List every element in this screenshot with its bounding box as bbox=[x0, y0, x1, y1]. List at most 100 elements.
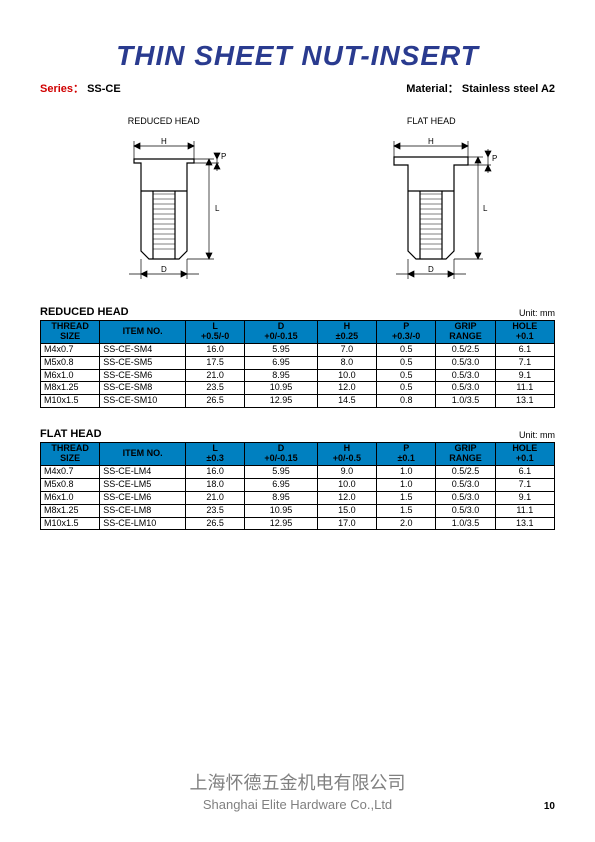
reduced-head-diagram-label: REDUCED HEAD bbox=[79, 116, 249, 126]
table-cell: 11.1 bbox=[495, 504, 554, 517]
table-cell: 1.5 bbox=[377, 491, 436, 504]
table-cell: 17.5 bbox=[185, 356, 244, 369]
table-cell: 13.1 bbox=[495, 395, 554, 408]
table-header-cell: L±0.3 bbox=[185, 443, 244, 466]
table-cell: 7.1 bbox=[495, 356, 554, 369]
table-cell: 0.5/3.0 bbox=[436, 504, 495, 517]
table-header-cell: ITEM NO. bbox=[100, 443, 186, 466]
table-cell: 21.0 bbox=[185, 491, 244, 504]
table-row: M4x0.7SS-CE-LM416.05.959.01.00.5/2.56.1 bbox=[41, 466, 555, 479]
table-cell: 12.0 bbox=[317, 491, 376, 504]
table-cell: 18.0 bbox=[185, 478, 244, 491]
series-value: SS-CE bbox=[87, 83, 121, 95]
table-cell: 0.5 bbox=[377, 369, 436, 382]
table-cell: 10.95 bbox=[245, 382, 317, 395]
table-cell: M5x0.8 bbox=[41, 478, 100, 491]
table-cell: 10.95 bbox=[245, 504, 317, 517]
table-cell: 6.1 bbox=[495, 466, 554, 479]
table-cell: 12.95 bbox=[245, 517, 317, 530]
table-cell: SS-CE-SM5 bbox=[100, 356, 186, 369]
table-row: M4x0.7SS-CE-SM416.05.957.00.50.5/2.56.1 bbox=[41, 343, 555, 356]
table-cell: 0.5 bbox=[377, 356, 436, 369]
table-cell: SS-CE-SM4 bbox=[100, 343, 186, 356]
table-cell: 10.0 bbox=[317, 478, 376, 491]
table-cell: SS-CE-SM8 bbox=[100, 382, 186, 395]
subhead-row: Series： SS-CE Material： Stainless steel … bbox=[40, 80, 555, 96]
table-header-cell: H+0/-0.5 bbox=[317, 443, 376, 466]
table-row: M5x0.8SS-CE-SM517.56.958.00.50.5/3.07.1 bbox=[41, 356, 555, 369]
table-row: M10x1.5SS-CE-SM1026.512.9514.50.81.0/3.5… bbox=[41, 395, 555, 408]
table-row: M8x1.25SS-CE-SM823.510.9512.00.50.5/3.01… bbox=[41, 382, 555, 395]
table-cell: 1.0 bbox=[377, 478, 436, 491]
table-cell: 0.5/3.0 bbox=[436, 478, 495, 491]
table-cell: M8x1.25 bbox=[41, 504, 100, 517]
table-header-cell: D+0/-0.15 bbox=[245, 321, 317, 344]
table-cell: 2.0 bbox=[377, 517, 436, 530]
table-section-header: FLAT HEADUnit: mm bbox=[40, 428, 555, 440]
table-cell: 9.1 bbox=[495, 491, 554, 504]
flat-head-table: THREADSIZEITEM NO.L±0.3D+0/-0.15H+0/-0.5… bbox=[40, 442, 555, 530]
table-header-cell: GRIPRANGE bbox=[436, 321, 495, 344]
table-cell: 1.0/3.5 bbox=[436, 395, 495, 408]
table-cell: 6.1 bbox=[495, 343, 554, 356]
flat-head-diagram-label: FLAT HEAD bbox=[346, 116, 516, 126]
table-cell: 5.95 bbox=[245, 466, 317, 479]
table-cell: 26.5 bbox=[185, 517, 244, 530]
table-header-cell: THREADSIZE bbox=[41, 443, 100, 466]
svg-text:D: D bbox=[428, 265, 434, 274]
material-value: Stainless steel A2 bbox=[462, 83, 555, 95]
svg-text:P: P bbox=[221, 152, 226, 161]
svg-text:L: L bbox=[483, 204, 488, 213]
svg-text:L: L bbox=[215, 204, 220, 213]
table-cell: 15.0 bbox=[317, 504, 376, 517]
table-header-cell: H±0.25 bbox=[317, 321, 376, 344]
table-cell: 0.5 bbox=[377, 382, 436, 395]
series-label: Series： bbox=[40, 83, 84, 95]
table-cell: 8.95 bbox=[245, 491, 317, 504]
table-cell: M10x1.5 bbox=[41, 517, 100, 530]
table-cell: M4x0.7 bbox=[41, 343, 100, 356]
table-cell: 12.95 bbox=[245, 395, 317, 408]
svg-text:D: D bbox=[161, 265, 167, 274]
table-cell: 6.95 bbox=[245, 478, 317, 491]
table-cell: 21.0 bbox=[185, 369, 244, 382]
table-cell: 1.0/3.5 bbox=[436, 517, 495, 530]
table-cell: SS-CE-LM6 bbox=[100, 491, 186, 504]
svg-text:H: H bbox=[161, 137, 167, 146]
table-cell: SS-CE-SM10 bbox=[100, 395, 186, 408]
table-cell: 0.5/3.0 bbox=[436, 369, 495, 382]
table-cell: 23.5 bbox=[185, 504, 244, 517]
table-cell: 0.8 bbox=[377, 395, 436, 408]
table-cell: 1.0 bbox=[377, 466, 436, 479]
table-cell: 14.5 bbox=[317, 395, 376, 408]
table-cell: 1.5 bbox=[377, 504, 436, 517]
table-row: M6x1.0SS-CE-SM621.08.9510.00.50.5/3.09.1 bbox=[41, 369, 555, 382]
table-header-cell: THREADSIZE bbox=[41, 321, 100, 344]
table-cell: 12.0 bbox=[317, 382, 376, 395]
table-cell: SS-CE-LM5 bbox=[100, 478, 186, 491]
table-cell: 16.0 bbox=[185, 343, 244, 356]
table-cell: 26.5 bbox=[185, 395, 244, 408]
table-cell: 0.5/2.5 bbox=[436, 343, 495, 356]
table-cell: 9.0 bbox=[317, 466, 376, 479]
table-cell: M6x1.0 bbox=[41, 369, 100, 382]
page-title: THIN SHEET NUT-INSERT bbox=[40, 40, 555, 72]
table-cell: 0.5 bbox=[377, 343, 436, 356]
table-cell: SS-CE-LM8 bbox=[100, 504, 186, 517]
table-cell: 9.1 bbox=[495, 369, 554, 382]
table-cell: 13.1 bbox=[495, 517, 554, 530]
table-cell: 17.0 bbox=[317, 517, 376, 530]
flat-head-diagram: H P L D bbox=[346, 131, 516, 281]
table-row: M5x0.8SS-CE-LM518.06.9510.01.00.5/3.07.1 bbox=[41, 478, 555, 491]
table-cell: 8.0 bbox=[317, 356, 376, 369]
svg-text:H: H bbox=[428, 137, 434, 146]
table-row: M10x1.5SS-CE-LM1026.512.9517.02.01.0/3.5… bbox=[41, 517, 555, 530]
svg-text:P: P bbox=[492, 154, 497, 163]
table-cell: M5x0.8 bbox=[41, 356, 100, 369]
table-cell: SS-CE-LM4 bbox=[100, 466, 186, 479]
footer-company-cn: 上海怀德五金机电有限公司 bbox=[0, 769, 595, 795]
table-cell: 6.95 bbox=[245, 356, 317, 369]
table-cell: M8x1.25 bbox=[41, 382, 100, 395]
table-cell: M4x0.7 bbox=[41, 466, 100, 479]
footer-company-en: Shanghai Elite Hardware Co.,Ltd bbox=[0, 797, 595, 812]
